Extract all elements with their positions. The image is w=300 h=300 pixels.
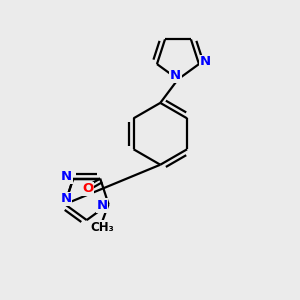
Text: N: N bbox=[200, 55, 211, 68]
Text: O: O bbox=[82, 182, 93, 195]
Text: N: N bbox=[97, 199, 108, 212]
Text: N: N bbox=[61, 192, 72, 206]
Text: N: N bbox=[170, 69, 181, 82]
Text: N: N bbox=[61, 170, 72, 183]
Text: CH₃: CH₃ bbox=[90, 221, 114, 234]
